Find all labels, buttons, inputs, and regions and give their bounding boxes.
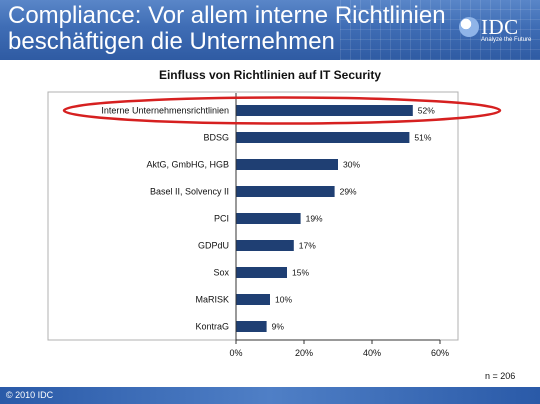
x-axis: 0% 20% 40% 60% [229, 93, 449, 358]
copyright-text: © 2010 IDC [6, 390, 54, 400]
bar [236, 105, 413, 116]
category-label: PCI [214, 214, 229, 224]
category-label: MaRISK [195, 295, 229, 305]
category-label: KontraG [195, 322, 229, 332]
slide-title-line-2: beschäftigen die Unternehmen [8, 28, 335, 55]
bar [236, 240, 294, 251]
bars: Interne Unternehmensrichtlinien 52% BDSG 51… [101, 105, 435, 332]
x-tick-label: 0% [229, 348, 242, 358]
bar [236, 132, 410, 143]
value-label: 10% [275, 295, 292, 305]
idc-logo: IDC Analyze the Future [459, 15, 537, 47]
value-label: 52% [418, 106, 435, 116]
category-label: GDPdU [198, 241, 229, 251]
highlight-ellipse [62, 96, 502, 125]
bar [236, 267, 287, 278]
category-label: AktG, GmbHG, HGB [146, 160, 229, 170]
value-label: 51% [414, 133, 431, 143]
x-tick-label: 40% [363, 348, 381, 358]
slide-footer: © 2010 IDC [0, 387, 540, 404]
value-label: 15% [292, 268, 309, 278]
bar [236, 159, 338, 170]
chart-title: Einfluss von Richtlinien auf IT Security [158, 68, 382, 82]
value-label: 19% [306, 214, 323, 224]
value-label: 30% [343, 160, 360, 170]
x-tick-label: 60% [431, 348, 449, 358]
x-tick-label: 20% [295, 348, 313, 358]
sample-size-note: n = 206 [485, 371, 516, 381]
logo-tagline: Analyze the Future [481, 37, 532, 43]
category-label: Interne Unternehmensrichtlinien [101, 106, 229, 116]
value-label: 9% [272, 322, 285, 332]
category-label: Sox [213, 268, 229, 278]
value-label: 29% [340, 187, 357, 197]
slide-title: Compliance: Vor allem interne Richtlinie… [8, 3, 446, 55]
slide-title-line-1: Compliance: Vor allem interne Richtlinie… [8, 2, 446, 29]
bar [236, 186, 335, 197]
bar [236, 294, 270, 305]
category-label: Basel II, Solvency II [150, 187, 229, 197]
category-label: BDSG [203, 133, 229, 143]
bar [236, 213, 301, 224]
bar [236, 321, 267, 332]
globe-icon [459, 17, 479, 37]
value-label: 17% [299, 241, 316, 251]
logo-text: IDC [481, 15, 519, 39]
slide-header: Compliance: Vor allem interne Richtlinie… [0, 0, 540, 60]
